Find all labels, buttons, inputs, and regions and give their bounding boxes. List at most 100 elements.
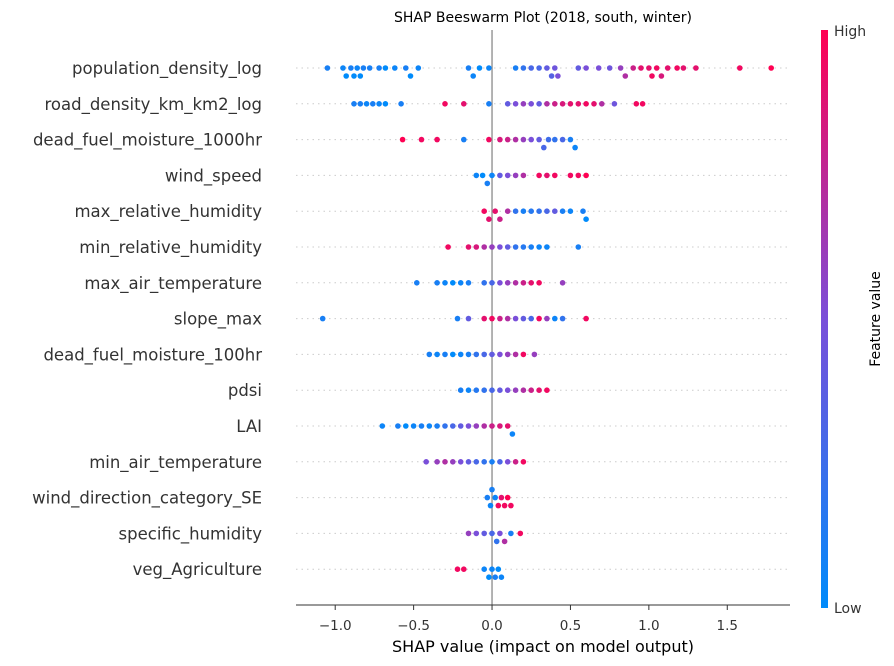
data-point — [492, 494, 499, 501]
data-point — [450, 423, 456, 429]
data-point — [489, 530, 495, 537]
data-point — [423, 459, 430, 465]
data-point — [611, 101, 618, 107]
data-point — [489, 423, 495, 429]
data-point — [512, 244, 519, 250]
data-point — [504, 136, 511, 143]
data-point — [504, 459, 511, 465]
feature-label: dead_fuel_moisture_1000hr — [33, 131, 262, 151]
data-point — [351, 101, 357, 107]
data-point — [382, 101, 389, 107]
data-point — [497, 136, 503, 143]
row-guide-lines — [296, 67, 790, 570]
data-point — [426, 351, 433, 358]
data-point — [512, 208, 519, 214]
data-point — [575, 65, 582, 71]
data-point — [591, 101, 597, 107]
data-point — [512, 387, 519, 394]
data-point — [548, 73, 555, 79]
data-point — [504, 244, 511, 250]
data-point — [674, 65, 680, 71]
data-point — [486, 136, 492, 143]
data-point — [493, 538, 500, 545]
data-point — [520, 387, 527, 394]
x-tick-label: 0.0 — [481, 618, 502, 634]
data-point — [407, 73, 414, 79]
data-point — [520, 136, 527, 143]
data-point — [497, 280, 503, 286]
data-point — [426, 423, 433, 429]
data-point — [398, 101, 404, 107]
data-point — [489, 566, 495, 572]
data-point — [442, 280, 448, 286]
data-point — [501, 538, 508, 545]
data-points — [319, 65, 774, 580]
data-point — [481, 423, 488, 429]
feature-label: veg_Agriculture — [133, 560, 262, 580]
feature-label: max_air_temperature — [84, 274, 262, 294]
data-point — [583, 216, 589, 222]
data-point — [360, 65, 367, 71]
data-point — [544, 244, 550, 250]
data-point — [504, 423, 511, 429]
data-point — [639, 101, 646, 107]
data-point — [489, 315, 495, 322]
feature-label: population_density_log — [72, 59, 262, 79]
data-point — [450, 280, 456, 286]
data-point — [473, 387, 480, 394]
data-point — [559, 208, 566, 214]
data-point — [497, 244, 503, 250]
data-point — [572, 144, 578, 151]
data-point — [536, 65, 542, 71]
data-point — [504, 387, 511, 394]
data-point — [497, 423, 503, 429]
data-point — [457, 387, 464, 394]
data-point — [737, 65, 743, 71]
data-point — [481, 459, 488, 465]
data-point — [495, 502, 502, 509]
data-point — [528, 244, 534, 250]
data-point — [512, 280, 519, 286]
data-point — [536, 101, 542, 107]
data-point — [583, 101, 589, 107]
data-point — [552, 315, 558, 322]
data-point — [486, 65, 492, 71]
data-point — [531, 351, 538, 358]
data-point — [465, 459, 472, 465]
data-point — [473, 172, 480, 179]
data-point — [351, 73, 357, 79]
data-point — [486, 574, 492, 580]
data-point — [489, 280, 495, 286]
data-point — [473, 459, 480, 465]
data-point — [324, 65, 331, 71]
data-point — [520, 315, 527, 322]
data-point — [484, 494, 491, 501]
feature-label: min_air_temperature — [89, 453, 262, 473]
data-point — [653, 65, 660, 71]
data-point — [567, 101, 574, 107]
feature-label: max_relative_humidity — [74, 202, 262, 222]
feature-label: LAI — [236, 417, 262, 436]
data-point — [504, 315, 511, 322]
data-point — [512, 65, 519, 71]
data-point — [395, 423, 401, 429]
data-point — [552, 208, 558, 214]
data-point — [583, 172, 589, 179]
data-point — [555, 73, 561, 79]
data-point — [504, 208, 511, 214]
data-point — [343, 73, 350, 79]
data-point — [498, 574, 505, 580]
data-point — [504, 351, 511, 358]
feature-label: road_density_km_km2_log — [44, 95, 262, 115]
data-point — [434, 423, 440, 429]
data-point — [658, 73, 665, 79]
data-point — [481, 387, 488, 394]
data-point — [481, 244, 488, 250]
data-point — [457, 351, 464, 358]
data-point — [476, 65, 483, 71]
data-point — [481, 315, 488, 322]
data-point — [583, 65, 589, 71]
data-point — [348, 65, 354, 71]
data-point — [457, 459, 464, 465]
